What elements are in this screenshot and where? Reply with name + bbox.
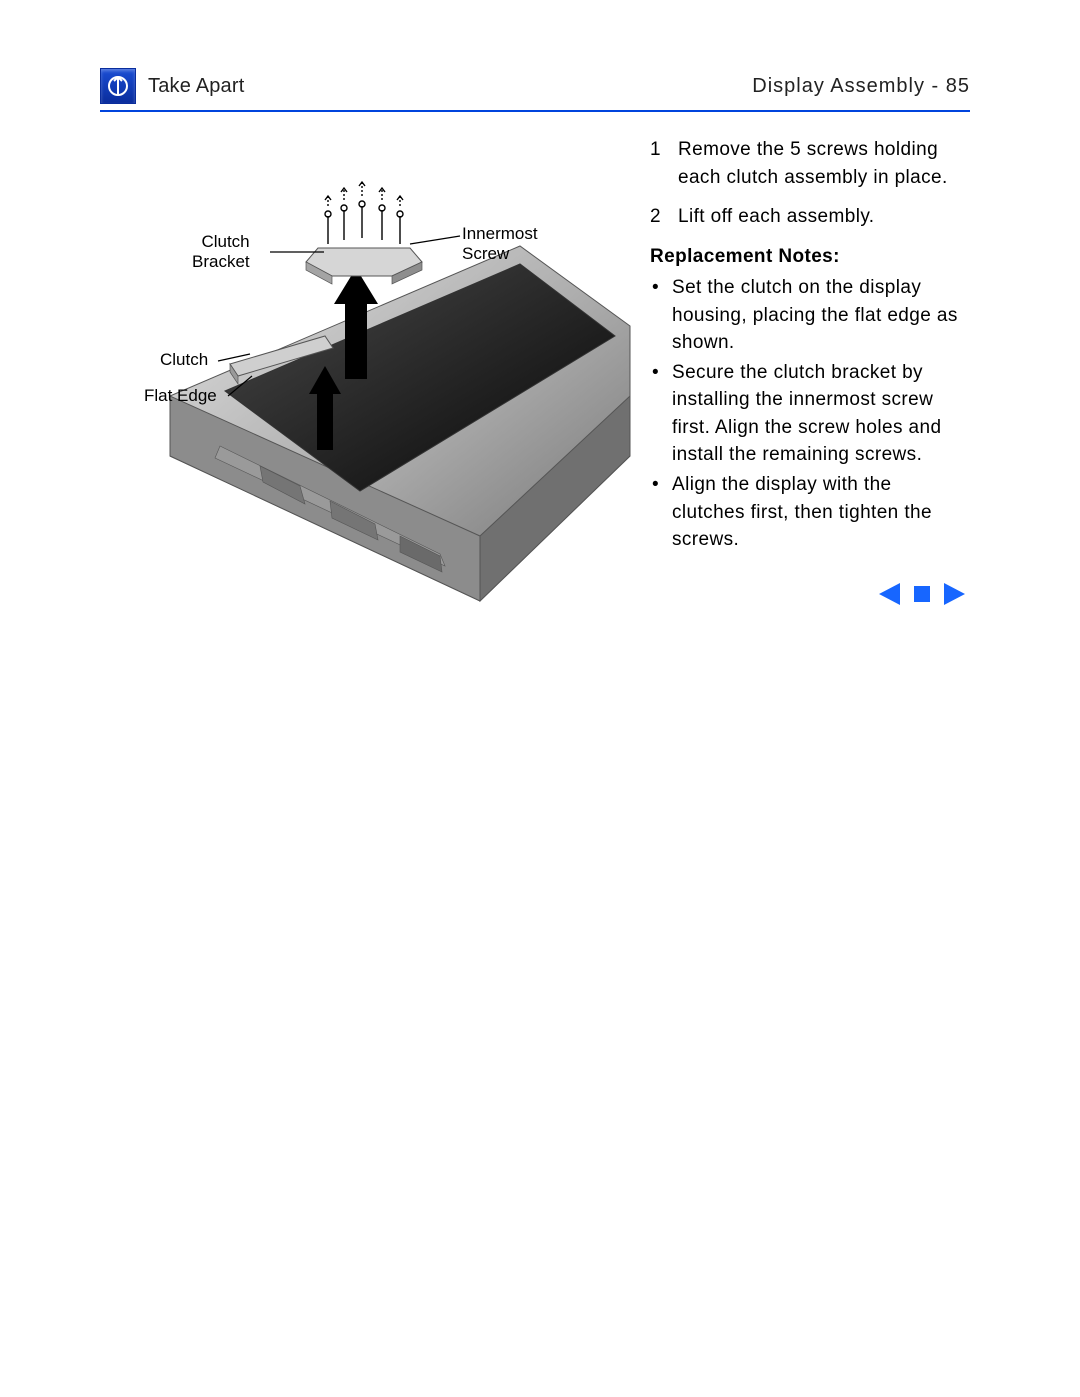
- note-text: Secure the clutch bracket by installing …: [672, 359, 970, 469]
- instruction-column: 1 Remove the 5 screws holding each clutc…: [650, 136, 970, 636]
- note-text: Align the display with the clutches firs…: [672, 471, 970, 554]
- nav-controls: [650, 580, 970, 608]
- note-item: Set the clutch on the display housing, p…: [650, 274, 970, 357]
- section-title: Take Apart: [148, 75, 245, 98]
- step-1: 1 Remove the 5 screws holding each clutc…: [650, 136, 970, 191]
- label-innermost-screw: InnermostScrew: [462, 224, 538, 264]
- section-logo-icon: [100, 68, 136, 104]
- step-text: Remove the 5 screws holding each clutch …: [678, 136, 970, 191]
- step-number: 2: [650, 203, 678, 231]
- page-container: Take Apart Display Assembly - 85: [100, 68, 970, 636]
- step-text: Lift off each assembly.: [678, 203, 970, 231]
- stop-button[interactable]: [908, 580, 936, 608]
- header-left-group: Take Apart: [100, 68, 245, 104]
- label-flat-edge: Flat Edge: [144, 386, 217, 406]
- next-page-button[interactable]: [940, 580, 968, 608]
- page-header: Take Apart Display Assembly - 85: [100, 68, 970, 112]
- note-item: Align the display with the clutches firs…: [650, 471, 970, 554]
- page-number: 85: [946, 75, 970, 97]
- step-2: 2 Lift off each assembly.: [650, 203, 970, 231]
- note-text: Set the clutch on the display housing, p…: [672, 274, 970, 357]
- step-number: 1: [650, 136, 678, 191]
- note-item: Secure the clutch bracket by installing …: [650, 359, 970, 469]
- label-clutch: Clutch: [160, 350, 208, 370]
- figure: ClutchBracket InnermostScrew Clutch Flat…: [100, 136, 640, 636]
- page-title: Display Assembly: [752, 75, 925, 97]
- content-row: ClutchBracket InnermostScrew Clutch Flat…: [100, 136, 970, 636]
- page-info: Display Assembly - 85: [752, 75, 970, 98]
- replacement-notes-heading: Replacement Notes:: [650, 243, 970, 271]
- replacement-notes-list: Set the clutch on the display housing, p…: [650, 274, 970, 553]
- label-clutch-bracket: ClutchBracket: [192, 232, 250, 272]
- prev-page-button[interactable]: [876, 580, 904, 608]
- page-sep: -: [925, 75, 946, 97]
